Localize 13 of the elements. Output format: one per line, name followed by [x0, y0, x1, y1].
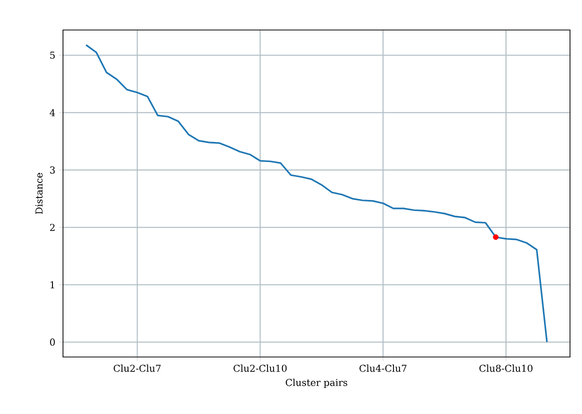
y-axis-title: Distance — [35, 172, 43, 214]
x-tick-label: Clu2-Clu7 — [114, 364, 161, 372]
line-series — [85, 44, 548, 343]
y-tick-label: 4 — [50, 109, 55, 116]
y-tick-label: 1 — [50, 281, 54, 288]
y-tick-label: 5 — [50, 52, 55, 59]
y-tick-label: 3 — [50, 166, 55, 174]
x-axis-title: Cluster pairs — [286, 378, 348, 388]
x-tick-label: Clu2-Clu10 — [234, 364, 287, 372]
x-tick-label: Clu4-Clu7 — [360, 364, 406, 372]
y-tick-label: 0 — [50, 338, 55, 346]
x-tick-label: Clu8-Clu10 — [479, 364, 532, 372]
y-tick-label: 2 — [50, 224, 55, 231]
